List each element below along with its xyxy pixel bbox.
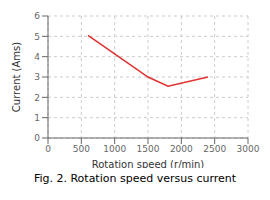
svg-text:1000: 1000 bbox=[103, 144, 126, 154]
svg-text:2000: 2000 bbox=[170, 144, 193, 154]
html-text:Fig. 2. Rotation speed versus: Fig. 2. Rotation speed versus current bbox=[33, 172, 237, 185]
svg-text:0: 0 bbox=[45, 144, 51, 154]
svg-text:2500: 2500 bbox=[203, 144, 226, 154]
svg-text:Current (Ams): Current (Ams) bbox=[11, 42, 22, 112]
svg-text:500: 500 bbox=[73, 144, 90, 154]
svg-text:Rotation speed (r/min): Rotation speed (r/min) bbox=[92, 159, 205, 168]
svg-text:4: 4 bbox=[34, 52, 40, 62]
svg-text:5: 5 bbox=[34, 32, 40, 42]
svg-text:1: 1 bbox=[34, 113, 40, 123]
svg-text:2: 2 bbox=[34, 93, 40, 103]
svg-text:3: 3 bbox=[34, 72, 40, 82]
svg-text:1500: 1500 bbox=[137, 144, 160, 154]
svg-text:3000: 3000 bbox=[237, 144, 260, 154]
svg-text:0: 0 bbox=[34, 133, 40, 143]
svg-text:6: 6 bbox=[34, 11, 40, 21]
